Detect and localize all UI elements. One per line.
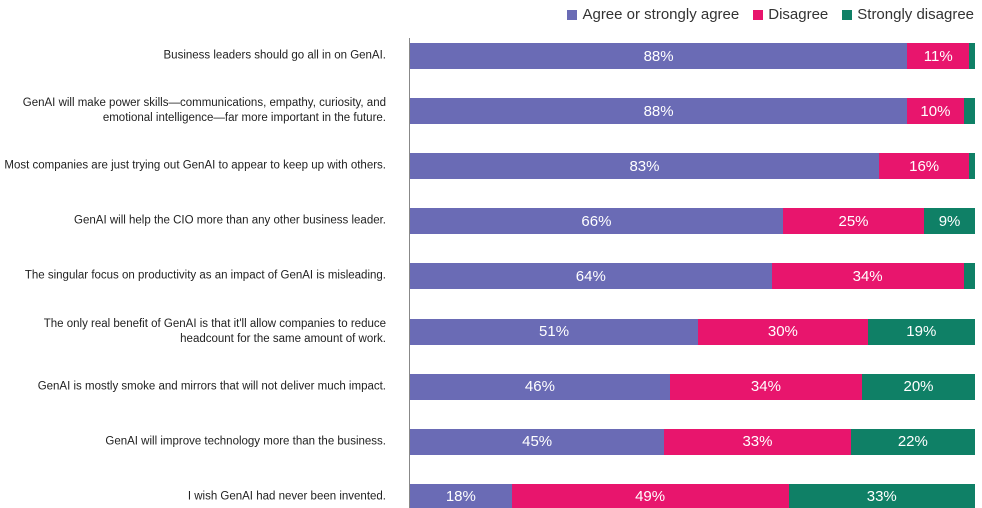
- bar-segment: 34%: [771, 263, 964, 290]
- bar-segment: 19%: [867, 318, 975, 345]
- value-label: 49%: [635, 488, 666, 506]
- value-label: 20%: [903, 378, 934, 396]
- legend-swatch: [842, 9, 853, 20]
- bar-segment: 64%: [410, 263, 772, 290]
- bar-segment: 34%: [669, 373, 862, 400]
- category-label: GenAI is mostly smoke and mirrors that w…: [37, 380, 386, 393]
- category-label: Business leaders should go all in on Gen…: [163, 49, 386, 62]
- value-label: 11%: [923, 47, 953, 65]
- value-label: 88%: [643, 47, 674, 65]
- legend-item: Disagree: [753, 6, 828, 23]
- value-label: 10%: [920, 102, 951, 120]
- bar-segment: 33%: [664, 428, 851, 455]
- legend-item: Agree or strongly agree: [567, 6, 739, 23]
- value-label: 33%: [742, 433, 773, 451]
- legend-item: Strongly disagree: [842, 6, 974, 23]
- category-label: GenAI will help the CIO more than any ot…: [74, 214, 386, 227]
- bar-segment: 83%: [410, 153, 879, 180]
- value-label: 46%: [524, 378, 555, 396]
- value-label: 9%: [938, 212, 961, 230]
- category-label: The only real benefit of GenAI is that i…: [43, 317, 386, 345]
- value-label: 45%: [522, 433, 553, 451]
- bar-segment: 25%: [782, 208, 925, 235]
- value-label: 33%: [866, 488, 897, 506]
- bar-segment: [963, 98, 975, 125]
- bar-segment: 46%: [410, 373, 670, 400]
- legend-label: Disagree: [768, 6, 829, 23]
- value-label: 25%: [838, 212, 869, 230]
- value-label: 22%: [897, 433, 928, 451]
- legend-swatch: [567, 9, 578, 20]
- bar-segment: 20%: [862, 373, 975, 400]
- bar-segment: 49%: [511, 483, 789, 508]
- bar-segment: [969, 43, 975, 69]
- bar-segment: 88%: [410, 98, 908, 125]
- bar-segment: [963, 263, 975, 290]
- legend-label: Strongly disagree: [857, 6, 974, 23]
- bar-segment: 30%: [698, 318, 868, 345]
- value-label: 19%: [906, 323, 937, 340]
- bar-segment: 18%: [410, 483, 512, 508]
- bar-segment: 33%: [788, 483, 975, 508]
- category-label: The singular focus on productivity as an…: [24, 269, 386, 282]
- value-label: 18%: [445, 488, 476, 506]
- legend: Agree or strongly agree Disagree Strongly …: [567, 6, 974, 23]
- value-label: 64%: [575, 267, 606, 285]
- bar-segment: 88%: [410, 43, 908, 69]
- bar-segment: [969, 153, 975, 180]
- bar-segment: 10%: [907, 98, 964, 125]
- category-label: Most companies are just trying out GenAI…: [4, 159, 386, 172]
- value-label: 34%: [852, 267, 883, 285]
- value-label: 83%: [629, 157, 660, 175]
- value-label: 30%: [767, 323, 798, 340]
- legend-swatch: [753, 9, 764, 20]
- bar-segment: 22%: [850, 428, 975, 455]
- legend-label: Agree or strongly agree: [582, 6, 740, 23]
- value-label: 16%: [909, 157, 940, 175]
- axis-line: [409, 38, 410, 508]
- bar-segment: 16%: [878, 153, 970, 180]
- bar-segment: 66%: [410, 208, 783, 235]
- bar-segment: 45%: [410, 428, 665, 455]
- category-label: GenAI will improve technology more than …: [105, 435, 386, 448]
- bar-segment: 9%: [924, 208, 975, 235]
- bar-segment: 11%: [907, 43, 970, 69]
- category-label: I wish GenAI had never been invented.: [187, 490, 386, 503]
- value-label: 88%: [643, 102, 674, 120]
- value-label: 51%: [539, 323, 570, 340]
- value-label: 34%: [750, 378, 781, 396]
- bar-segment: 51%: [410, 318, 699, 345]
- category-label: GenAI will make power skills—communicati…: [22, 97, 386, 125]
- value-label: 66%: [581, 212, 612, 230]
